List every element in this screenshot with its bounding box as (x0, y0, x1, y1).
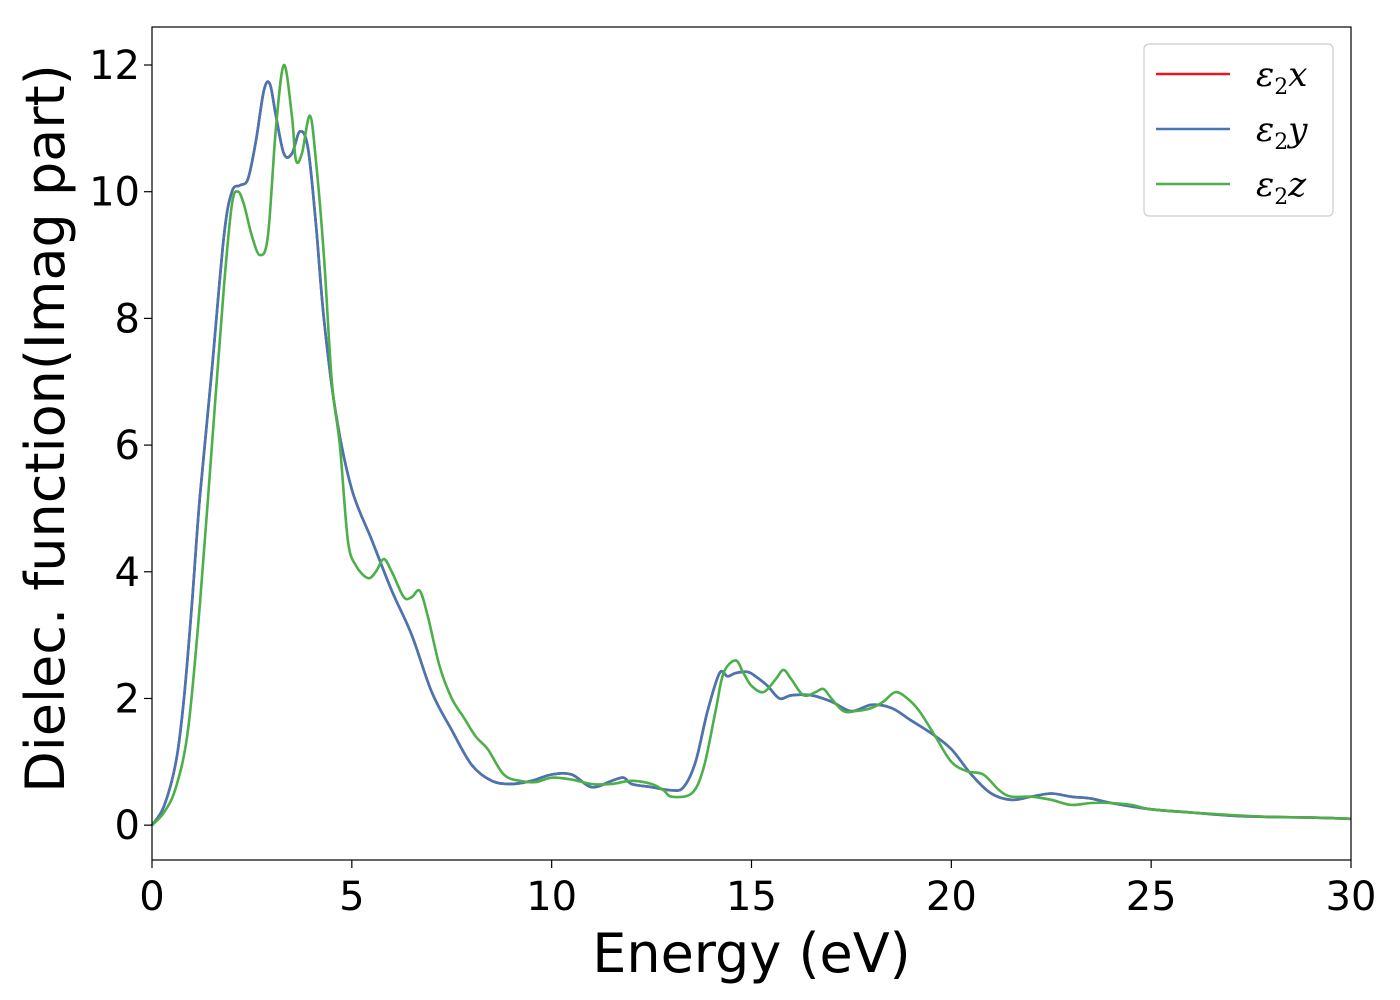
y-tick-label: 10 (89, 170, 140, 216)
y-tick-label: 6 (115, 423, 140, 469)
y-axis-label: Dielec. function(Imag part) (14, 64, 77, 793)
series-line-z (151, 63, 1352, 827)
legend-variable: y (1286, 110, 1308, 150)
legend-subscript: 2 (1274, 130, 1288, 155)
legend-entry-y: ε2y (1256, 110, 1308, 155)
x-tick-label: 0 (139, 874, 164, 920)
series-layer (150, 63, 1352, 827)
x-axis-label: Energy (eV) (592, 922, 911, 985)
legend-epsilon: ε (1256, 165, 1274, 205)
y-tick-label: 4 (115, 550, 140, 596)
x-tick-label: 25 (1126, 874, 1177, 920)
series-line-y (150, 80, 1352, 826)
x-tick-label: 15 (726, 874, 777, 920)
y-tick-label: 8 (115, 296, 140, 342)
legend-entry-x: ε2x (1256, 55, 1307, 100)
legend-epsilon: ε (1256, 55, 1274, 95)
y-tick-label: 12 (89, 43, 140, 89)
legend-entry-z: ε2z (1256, 165, 1307, 210)
y-axis-ticks: 0 2 4 6 8 10 12 (89, 43, 152, 849)
legend-variable: z (1287, 165, 1307, 205)
x-tick-label: 30 (1326, 874, 1377, 920)
y-tick-label: 2 (115, 676, 140, 722)
x-tick-label: 10 (526, 874, 577, 920)
legend-variable: x (1288, 55, 1307, 95)
x-tick-label: 20 (926, 874, 977, 920)
legend-subscript: 2 (1274, 75, 1288, 100)
x-tick-label: 5 (339, 874, 364, 920)
legend-epsilon: ε (1256, 110, 1274, 150)
legend-box (1143, 43, 1334, 217)
y-tick-label: 0 (115, 803, 140, 849)
x-axis-ticks: 0 5 10 15 20 25 30 (139, 860, 1376, 920)
legend-subscript: 2 (1274, 185, 1288, 210)
